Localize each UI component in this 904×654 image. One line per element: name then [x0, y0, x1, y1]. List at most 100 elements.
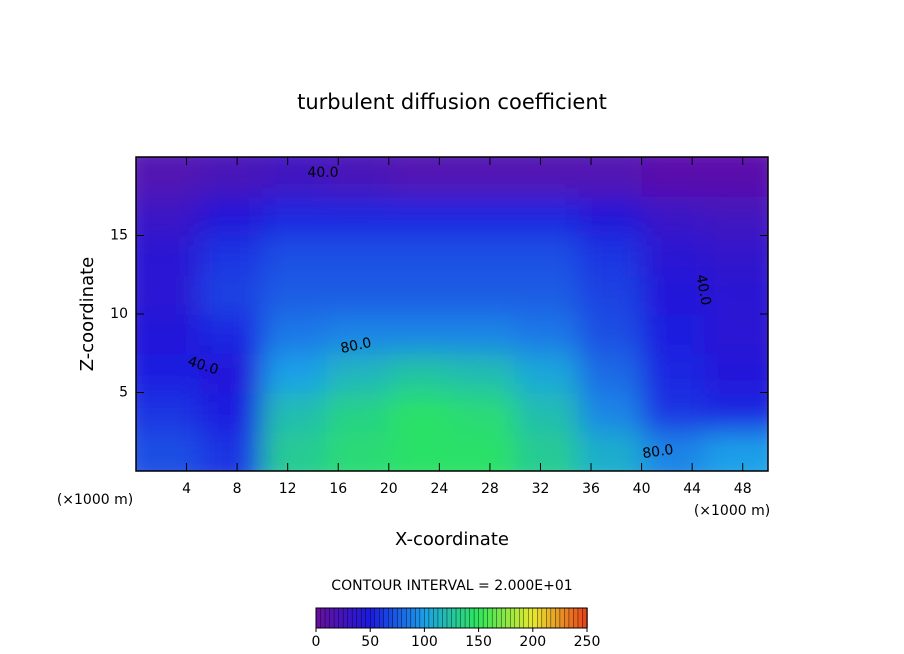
field-cell: [199, 196, 264, 237]
field-cell: [578, 274, 643, 315]
field-cell: [325, 314, 390, 355]
colorbar-frame: [315, 607, 588, 629]
field-cell: [641, 392, 706, 433]
field-cell: [704, 196, 768, 237]
colorbar-swatch: [374, 607, 380, 629]
field-cell: [704, 353, 768, 394]
colorbar-swatch: [541, 607, 548, 629]
colorbar-swatch: [379, 607, 385, 629]
colorbar-tick-label: 150: [465, 634, 492, 650]
field-cell: [578, 392, 643, 433]
contour-interval: CONTOUR INTERVAL = 2.000E+01: [331, 578, 572, 594]
colorbar-swatch: [469, 607, 475, 629]
x-axis-label: X-coordinate: [395, 529, 509, 550]
colorbar-swatch: [410, 607, 417, 629]
field-cell: [515, 431, 580, 471]
x-tick-label: 36: [582, 481, 600, 497]
colorbar-swatch: [523, 607, 529, 629]
field-cell: [262, 274, 327, 315]
field-cell: [452, 196, 517, 237]
colorbar-swatch: [532, 607, 539, 629]
y-tick-label: 5: [119, 385, 128, 401]
field-cell: [325, 157, 390, 198]
colorbar-swatch: [419, 607, 426, 629]
x-tick-label: 24: [430, 481, 448, 497]
field-cell: [199, 353, 264, 394]
colorbar-swatch: [356, 607, 362, 629]
field-cell: [641, 431, 706, 471]
field-cell: [325, 431, 390, 471]
field-cell: [325, 196, 390, 237]
colorbar-swatch: [397, 607, 403, 629]
field-cell: [704, 235, 768, 276]
colorbar-swatch: [342, 607, 349, 629]
field-cell: [199, 274, 264, 315]
colorbar-swatch: [320, 607, 326, 629]
colorbar-swatch: [482, 607, 489, 629]
field-cell: [262, 235, 327, 276]
field-cell: [641, 353, 706, 394]
y-tick-label: 15: [110, 228, 128, 244]
colorbar-swatch: [370, 607, 376, 629]
field-cell: [262, 392, 327, 433]
field-cell: [641, 235, 706, 276]
colorbar-swatch: [442, 607, 448, 629]
field-cell: [388, 392, 453, 433]
colorbar-swatch: [437, 607, 444, 629]
colorbar-swatch: [324, 607, 331, 629]
field-cell: [262, 431, 327, 471]
field-cell: [515, 196, 580, 237]
field-cell: [578, 314, 643, 355]
field-cell: [515, 235, 580, 276]
colorbar-swatch: [455, 607, 462, 629]
colorbar-swatch: [500, 607, 507, 629]
field-cell: [136, 392, 201, 433]
field-cell: [136, 196, 201, 237]
field-cell: [199, 157, 264, 198]
field-cells: [136, 157, 768, 471]
colorbar-swatch: [360, 607, 367, 629]
colorbar-tick-label: 100: [411, 634, 438, 650]
x-tick-label: 44: [683, 481, 701, 497]
field-cell: [704, 314, 768, 355]
field-cell: [452, 157, 517, 198]
field-cell: [388, 196, 453, 237]
x-unit: (×1000 m): [694, 503, 770, 519]
colorbar-swatch: [550, 607, 557, 629]
y-axis-label: Z-coordinate: [77, 257, 98, 372]
colorbar: 0 50 100 150 200 250: [312, 607, 600, 650]
x-tick-label: 40: [633, 481, 651, 497]
field-cell: [388, 157, 453, 198]
colorbar-swatch: [446, 607, 453, 629]
field-cell: [262, 157, 327, 198]
colorbar-swatch: [487, 607, 493, 629]
field-cell: [136, 431, 201, 471]
field-cell: [641, 274, 706, 315]
field-cell: [325, 235, 390, 276]
field-cell: [325, 353, 390, 394]
field-cell: [452, 314, 517, 355]
colorbar-swatch: [559, 607, 566, 629]
colorbar-swatch: [568, 607, 575, 629]
colorbar-swatch: [338, 607, 344, 629]
field-cell: [388, 431, 453, 471]
colorbar-swatch: [577, 607, 584, 629]
x-tick-label: 8: [233, 481, 242, 497]
x-tick-label: 16: [329, 481, 347, 497]
colorbar-swatch: [392, 607, 398, 629]
field-cell: [199, 235, 264, 276]
colorbar-swatch: [451, 607, 457, 629]
x-tick-label: 20: [380, 481, 398, 497]
field-cell: [641, 314, 706, 355]
colorbar-swatch: [347, 607, 353, 629]
field-cell: [262, 196, 327, 237]
field-cell: [578, 235, 643, 276]
x-tick-label: 28: [481, 481, 499, 497]
field-cell: [199, 431, 264, 471]
x-tick-label: 32: [532, 481, 550, 497]
colorbar-swatch: [537, 607, 543, 629]
field-cell: [641, 157, 706, 198]
field-cell: [325, 274, 390, 315]
field-cell: [578, 196, 643, 237]
